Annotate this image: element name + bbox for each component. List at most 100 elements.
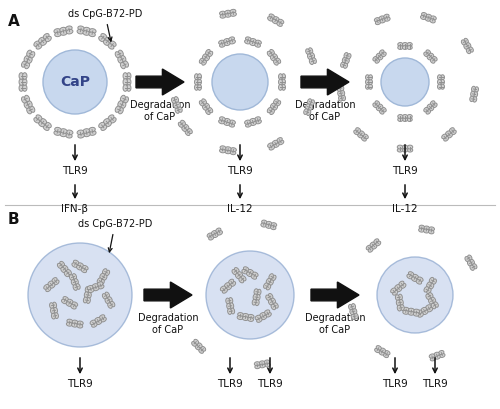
Ellipse shape [87, 285, 93, 290]
Ellipse shape [98, 36, 104, 42]
Ellipse shape [38, 121, 44, 127]
Text: TLR9: TLR9 [257, 379, 283, 389]
Ellipse shape [60, 132, 66, 137]
Ellipse shape [52, 313, 56, 319]
Text: IFN-β: IFN-β [62, 204, 88, 214]
Ellipse shape [440, 353, 445, 357]
Ellipse shape [118, 50, 124, 56]
Ellipse shape [118, 101, 122, 107]
Ellipse shape [121, 102, 126, 108]
Ellipse shape [244, 40, 250, 44]
Ellipse shape [312, 58, 316, 63]
Text: IL-12: IL-12 [392, 204, 418, 214]
Ellipse shape [261, 223, 266, 227]
Ellipse shape [248, 315, 254, 318]
Ellipse shape [384, 14, 389, 18]
Ellipse shape [54, 29, 60, 33]
Ellipse shape [230, 151, 236, 155]
Ellipse shape [348, 304, 352, 310]
Ellipse shape [230, 9, 236, 13]
Ellipse shape [254, 43, 260, 47]
Ellipse shape [230, 148, 236, 152]
Ellipse shape [77, 130, 84, 135]
Ellipse shape [418, 313, 424, 317]
Ellipse shape [256, 294, 260, 300]
Ellipse shape [126, 85, 131, 91]
Ellipse shape [426, 288, 431, 294]
Ellipse shape [413, 274, 418, 279]
Ellipse shape [94, 317, 100, 322]
Ellipse shape [110, 41, 116, 46]
Ellipse shape [198, 74, 202, 80]
Ellipse shape [250, 121, 256, 126]
Ellipse shape [244, 267, 249, 271]
Text: Degradation
of CaP: Degradation of CaP [294, 100, 356, 122]
Ellipse shape [431, 297, 436, 303]
Ellipse shape [276, 101, 280, 106]
Ellipse shape [101, 34, 106, 39]
Ellipse shape [246, 272, 252, 276]
Ellipse shape [82, 265, 88, 270]
Polygon shape [144, 282, 192, 308]
Circle shape [72, 79, 78, 85]
Ellipse shape [226, 13, 231, 17]
Ellipse shape [392, 290, 398, 295]
Ellipse shape [268, 294, 273, 299]
Ellipse shape [340, 62, 344, 67]
Ellipse shape [427, 308, 432, 312]
Ellipse shape [222, 288, 228, 293]
Ellipse shape [390, 288, 396, 293]
Ellipse shape [94, 287, 99, 291]
Ellipse shape [86, 298, 90, 303]
Ellipse shape [100, 273, 104, 279]
Ellipse shape [376, 106, 380, 111]
Ellipse shape [66, 322, 72, 326]
Ellipse shape [372, 245, 377, 249]
Ellipse shape [277, 22, 282, 27]
Ellipse shape [426, 294, 430, 299]
Ellipse shape [344, 53, 348, 58]
Ellipse shape [72, 302, 78, 306]
Ellipse shape [268, 143, 273, 147]
Text: TLR9: TLR9 [422, 379, 448, 389]
Ellipse shape [88, 287, 92, 293]
Circle shape [397, 74, 413, 90]
Ellipse shape [238, 272, 242, 277]
Ellipse shape [105, 298, 110, 304]
Ellipse shape [277, 137, 282, 142]
Ellipse shape [397, 145, 403, 149]
Ellipse shape [251, 275, 256, 279]
Ellipse shape [202, 99, 206, 104]
Ellipse shape [174, 97, 178, 102]
Ellipse shape [269, 14, 274, 18]
Ellipse shape [243, 314, 249, 317]
Ellipse shape [226, 298, 230, 304]
Ellipse shape [220, 43, 226, 47]
Ellipse shape [368, 84, 372, 89]
Ellipse shape [473, 97, 476, 102]
Ellipse shape [264, 360, 270, 364]
Ellipse shape [402, 115, 407, 118]
Ellipse shape [408, 272, 414, 276]
Ellipse shape [255, 365, 260, 369]
Ellipse shape [54, 280, 59, 285]
Ellipse shape [226, 285, 232, 290]
Ellipse shape [123, 73, 128, 79]
Ellipse shape [376, 53, 380, 58]
Ellipse shape [236, 274, 240, 279]
Ellipse shape [58, 263, 62, 268]
Ellipse shape [26, 108, 32, 114]
Ellipse shape [178, 107, 182, 112]
Ellipse shape [72, 323, 78, 327]
Ellipse shape [431, 16, 436, 20]
Text: ds CpG-B72-PD: ds CpG-B72-PD [68, 9, 142, 41]
Ellipse shape [401, 283, 406, 288]
Ellipse shape [269, 280, 274, 285]
Ellipse shape [252, 272, 258, 276]
Ellipse shape [427, 104, 432, 109]
Ellipse shape [308, 105, 312, 110]
Ellipse shape [90, 131, 96, 135]
Ellipse shape [54, 127, 61, 132]
Ellipse shape [262, 220, 267, 224]
Ellipse shape [276, 58, 280, 63]
